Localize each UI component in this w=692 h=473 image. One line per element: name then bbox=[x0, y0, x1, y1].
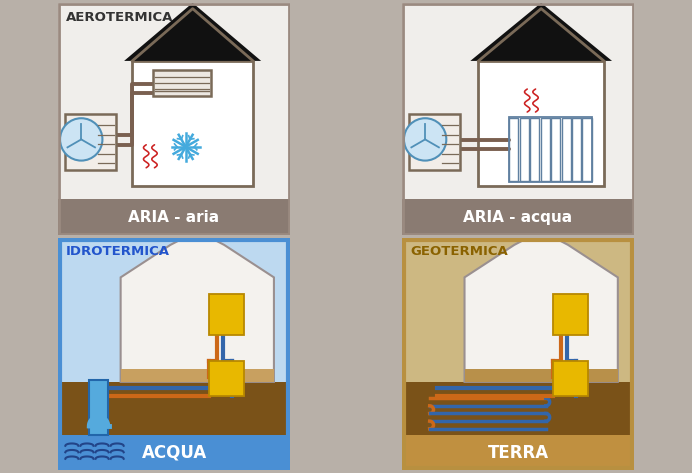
Text: TERRA: TERRA bbox=[487, 444, 549, 462]
Bar bbox=[209, 361, 244, 396]
Bar bbox=[58, 199, 290, 235]
Bar bbox=[540, 118, 550, 181]
Text: ARIA - acqua: ARIA - acqua bbox=[464, 210, 572, 225]
Bar bbox=[520, 118, 529, 181]
Bar bbox=[478, 61, 604, 186]
Text: GEOTERMICA: GEOTERMICA bbox=[410, 245, 508, 258]
Bar bbox=[402, 382, 634, 470]
Polygon shape bbox=[471, 3, 612, 61]
Bar bbox=[561, 118, 571, 181]
Text: IDROTERMICA: IDROTERMICA bbox=[66, 245, 170, 258]
Text: ACQUA: ACQUA bbox=[141, 444, 207, 462]
Polygon shape bbox=[120, 231, 274, 382]
Bar bbox=[209, 294, 244, 335]
Bar bbox=[551, 118, 561, 181]
Bar bbox=[65, 114, 116, 170]
Bar bbox=[530, 118, 539, 181]
Bar bbox=[402, 435, 634, 470]
Bar bbox=[572, 118, 581, 181]
Bar bbox=[58, 435, 290, 470]
Text: AEROTERMICA: AEROTERMICA bbox=[66, 11, 174, 24]
Bar bbox=[464, 369, 618, 382]
Bar bbox=[120, 369, 274, 382]
Polygon shape bbox=[124, 3, 261, 61]
Bar bbox=[89, 379, 108, 435]
Bar bbox=[409, 114, 460, 170]
Bar bbox=[509, 117, 592, 182]
Circle shape bbox=[404, 118, 446, 161]
Polygon shape bbox=[464, 231, 618, 382]
Bar bbox=[153, 70, 211, 96]
Bar bbox=[583, 118, 592, 181]
Bar bbox=[402, 199, 634, 235]
Bar bbox=[132, 61, 253, 186]
Bar bbox=[553, 361, 588, 396]
Bar bbox=[553, 294, 588, 335]
Bar bbox=[509, 118, 518, 181]
Text: ARIA - aria: ARIA - aria bbox=[129, 210, 219, 225]
Bar bbox=[58, 382, 290, 470]
Circle shape bbox=[60, 118, 102, 161]
